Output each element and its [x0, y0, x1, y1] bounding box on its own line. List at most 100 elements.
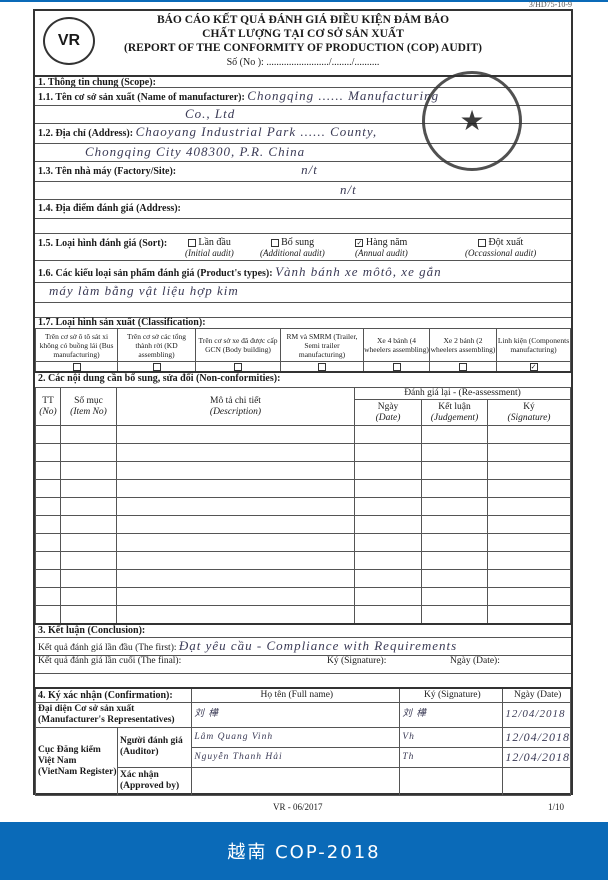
table-cell [116, 461, 355, 480]
blank-row [35, 302, 571, 317]
banner: 越南 COP-2018 [0, 822, 608, 880]
address-row-2: Chongqing City 408300, P.R. China [35, 143, 571, 161]
class-trailer: RM và SMRM (Trailer, Semi trailer manufa… [280, 328, 364, 362]
checkbox[interactable] [459, 363, 467, 372]
table-cell [487, 569, 571, 588]
col-sign: Ký (Signature) [487, 399, 571, 426]
classification-heading: 1.7. Loại hình sản xuất (Classification)… [35, 317, 571, 328]
table-cell [35, 533, 61, 552]
table-cell [354, 605, 422, 624]
table-cell [116, 605, 355, 624]
table-cell [116, 587, 355, 606]
report-number: Số (No ): ........................./....… [226, 57, 380, 68]
col-reassess: Đánh giá lại - (Re-assessment) [354, 387, 571, 400]
factory-row: 1.3. Tên nhà máy (Factory/Site): n/t [35, 161, 571, 181]
table-cell [421, 497, 488, 516]
table-cell [421, 479, 488, 498]
table-cell [116, 443, 355, 462]
manufacturer-row-2: Co., Ltd [35, 105, 571, 123]
table-cell [354, 515, 422, 534]
manufacturer-row: 1.1. Tên cơ sở sản xuất (Name of manufac… [35, 87, 571, 105]
table-cell [487, 515, 571, 534]
title-line-2: CHẤT LƯỢNG TẠI CƠ SỞ SẢN XUẤT [202, 28, 404, 40]
nonconformities-heading: 2. Các nội dung cần bổ sung, sửa đổi (No… [35, 371, 571, 387]
table-cell [421, 569, 488, 588]
col-judge: Kết luận (Judgement) [421, 399, 488, 426]
first-result-row: Kết quả đánh giá lần đầu (The first): Đạ… [35, 637, 571, 655]
checkbox[interactable] [72, 363, 81, 372]
table-cell [421, 425, 488, 444]
table-cell [35, 569, 61, 588]
checkbox[interactable] [152, 363, 161, 372]
classification-table: Trên cơ sở ô tô sát xi không có buồng lá… [35, 328, 571, 373]
table-cell [487, 587, 571, 606]
table-cell [487, 425, 571, 444]
table-row [35, 515, 571, 534]
location-row: 1.4. Địa điểm đánh giá (Address): [35, 199, 571, 218]
table-cell [60, 551, 117, 570]
table-cell [60, 461, 117, 480]
table-cell [35, 497, 61, 516]
table-cell [421, 461, 488, 480]
sort-annual[interactable]: ✓ Hàng năm (Annual audit) [355, 237, 408, 258]
class-components: Linh kiện (Components manufacturing) [496, 328, 571, 362]
table-cell [116, 551, 355, 570]
table-cell [354, 551, 422, 570]
table-cell [354, 497, 422, 516]
col-no: TT (No) [35, 387, 61, 426]
table-cell [354, 461, 422, 480]
table-cell [487, 533, 571, 552]
table-cell [60, 479, 117, 498]
table-cell [60, 425, 117, 444]
sort-initial[interactable]: Lần đầu (Initial audit) [185, 237, 234, 258]
class-2wheel: Xe 2 bánh (2 wheelers assembling) [429, 328, 497, 362]
table-cell [35, 515, 61, 534]
checkbox-checked[interactable]: ✓ [529, 363, 538, 372]
table-cell [35, 587, 61, 606]
table-cell [354, 425, 422, 444]
blank-row [35, 218, 571, 233]
company-stamp: ★ [422, 71, 522, 171]
sort-additional[interactable]: Bổ sung (Additional audit) [260, 237, 325, 258]
table-row [35, 605, 571, 624]
table-cell [116, 497, 355, 516]
table-cell [487, 497, 571, 516]
table-cell [487, 605, 571, 624]
table-row [35, 461, 571, 480]
sort-occasional[interactable]: Đột xuất (Occassional audit) [465, 237, 537, 258]
conclusion-heading: 3. Kết luận (Conclusion): [35, 623, 571, 637]
address-row: 1.2. Địa chỉ (Address): Chaoyang Industr… [35, 123, 571, 143]
table-row [35, 443, 571, 462]
table-cell [35, 443, 61, 462]
table-cell [60, 587, 117, 606]
table-row [35, 533, 571, 552]
table-cell [421, 533, 488, 552]
product-types-row-2: máy làm bằng vật liệu hợp kim [35, 282, 571, 302]
table-cell [421, 515, 488, 534]
class-body: Trên cơ sở xe đã được cấp GCN (Body buil… [195, 328, 281, 362]
table-cell [487, 461, 571, 480]
col-desc: Mô tả chi tiết (Description) [116, 387, 355, 426]
checkbox[interactable] [318, 363, 326, 372]
scope-heading: 1. Thông tin chung (Scope): [35, 75, 571, 88]
table-cell [354, 533, 422, 552]
nonconformities-table: TT (No) Số mục (Item No) Mô tả chi tiết (De… [35, 387, 571, 624]
table-cell [116, 569, 355, 588]
table-cell [487, 479, 571, 498]
title-line-3: (REPORT OF THE CONFORMITY OF PRODUCTION … [124, 42, 482, 54]
table-cell [354, 587, 422, 606]
footer-version: VR - 06/2017 [273, 802, 323, 812]
col-date: Ngày (Date) [354, 399, 422, 426]
vr-logo: VR [43, 17, 95, 65]
table-cell [35, 551, 61, 570]
final-result-row: Kết quả đánh giá lần cuối (The final): Ký… [35, 655, 571, 673]
checkbox[interactable] [234, 363, 242, 372]
title-line-1: BÁO CÁO KẾT QUẢ ĐÁNH GIÁ ĐIỀU KIỆN ĐẢM B… [156, 14, 450, 26]
checkbox[interactable] [392, 363, 401, 372]
table-cell [421, 587, 488, 606]
table-cell [60, 497, 117, 516]
table-cell [60, 515, 117, 534]
table-cell [487, 551, 571, 570]
factory-row-2: n/t [35, 181, 571, 199]
table-cell [354, 479, 422, 498]
